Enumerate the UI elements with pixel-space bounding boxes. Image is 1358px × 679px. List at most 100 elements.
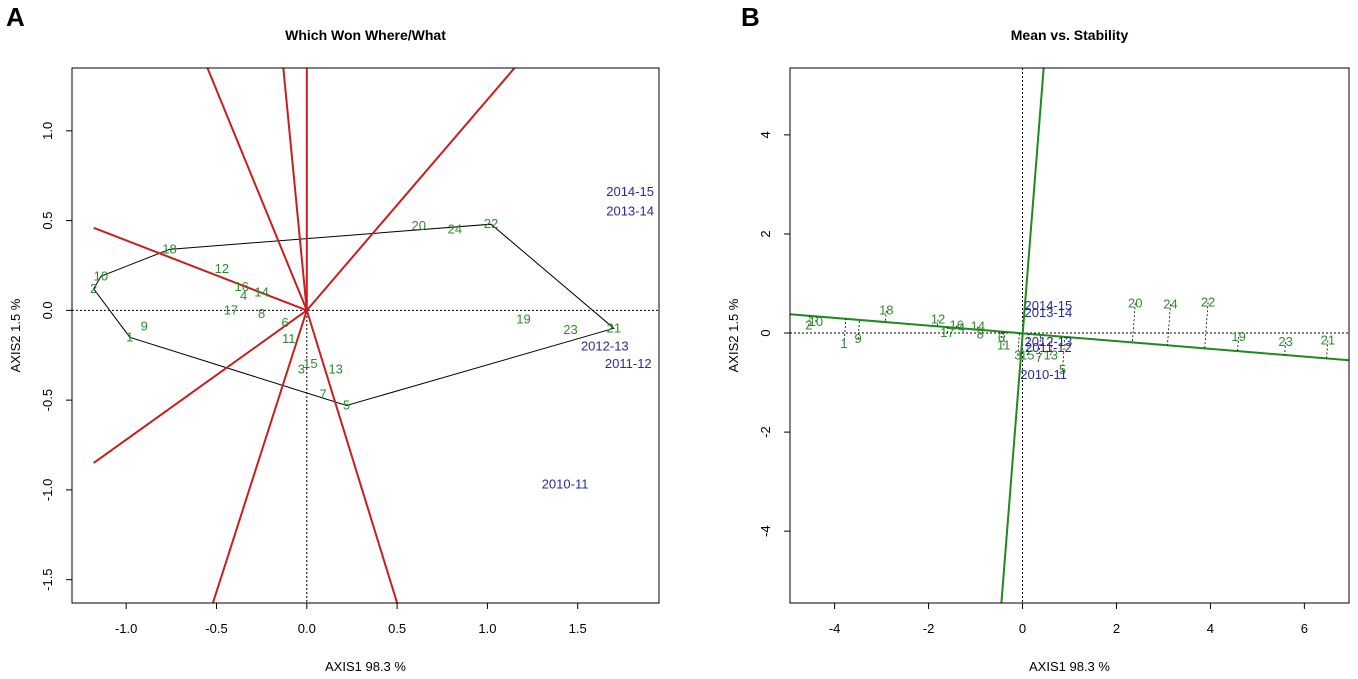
environment-label-a-2011-12: 2011-12	[605, 356, 652, 371]
genotype-label-a-18: 18	[162, 241, 176, 256]
genotype-label-b-7: 7	[1035, 350, 1042, 365]
y-tick-label-a-2: -0.5	[40, 389, 55, 411]
genotype-label-b-4: 4	[958, 320, 965, 335]
genotype-label-b-8: 8	[977, 327, 984, 342]
y-tick-label-b-1: -2	[758, 426, 773, 438]
sector-ray-6	[93, 309, 308, 464]
projection-line-13	[1050, 335, 1053, 356]
genotype-label-a-3: 3	[298, 362, 305, 377]
projection-line-24	[1167, 304, 1171, 346]
chart-title-b: Mean vs. Stability	[1011, 27, 1129, 43]
x-tick-label-a-1: -0.5	[205, 621, 227, 636]
sector-ray-7	[211, 310, 308, 603]
sector-ray-4	[306, 68, 516, 312]
x-tick-label-a-4: 1.0	[478, 621, 496, 636]
genotype-label-a-4: 4	[240, 288, 247, 303]
x-tick-label-b-0: -4	[829, 621, 841, 636]
genotype-label-a-6: 6	[282, 315, 289, 330]
y-tick-label-a-5: 1.0	[40, 122, 55, 140]
genotype-label-a-2: 2	[90, 281, 97, 296]
x-tick-label-b-1: -2	[923, 621, 935, 636]
genotype-label-a-14: 14	[254, 284, 268, 299]
environment-label-b-2012-13: 2012-13	[1025, 334, 1073, 349]
x-tick-label-a-5: 1.5	[569, 621, 587, 636]
genotype-label-b-14: 14	[971, 319, 985, 334]
x-tick-label-b-2: 0	[1019, 621, 1026, 636]
projection-line-9	[857, 319, 860, 339]
atc-ordinate-line	[1000, 68, 1045, 603]
plot-frame-b	[789, 67, 1350, 604]
projection-line-18	[885, 310, 887, 323]
x-tick-label-a-0: -1.0	[115, 621, 137, 636]
genotype-label-a-9: 9	[141, 319, 148, 334]
x-axis-label-b: AXIS1 98.3 %	[1029, 659, 1110, 674]
projection-line-21	[1326, 340, 1329, 359]
genotype-label-a-19: 19	[516, 311, 530, 326]
projection-line-1	[843, 318, 847, 344]
genotype-label-b-9: 9	[854, 331, 861, 346]
genotype-label-b-16: 16	[950, 318, 964, 333]
genotype-label-b-20: 20	[1128, 295, 1142, 310]
genotype-label-b-1: 1	[840, 336, 847, 351]
genotype-label-b-22: 22	[1201, 294, 1215, 309]
sector-ray-8	[305, 310, 399, 603]
projection-line-2	[808, 315, 810, 326]
genotype-label-a-15: 15	[303, 356, 317, 371]
panel-label-a: A	[6, 2, 25, 32]
genotype-label-a-22: 22	[484, 216, 498, 231]
genotype-label-a-23: 23	[563, 322, 577, 337]
y-tick-label-b-0: -4	[758, 525, 773, 537]
projection-line-15	[1026, 333, 1030, 356]
genotype-label-b-18: 18	[879, 303, 893, 318]
genotype-label-a-13: 13	[328, 362, 342, 377]
genotype-label-b-11: 11	[997, 337, 1011, 352]
genotype-label-a-1: 1	[126, 329, 133, 344]
genotype-label-a-16: 16	[235, 279, 249, 294]
y-tick-label-b-4: 4	[758, 131, 773, 138]
genotype-label-a-8: 8	[258, 306, 265, 321]
projection-line-5	[1062, 336, 1066, 371]
genotype-label-b-2: 2	[805, 318, 812, 333]
genotype-label-a-24: 24	[448, 222, 462, 237]
x-axis-label-a: AXIS1 98.3 %	[325, 659, 406, 674]
convex-hull-polygon	[93, 223, 615, 407]
environment-label-a-2013-14: 2013-14	[606, 204, 654, 219]
genotype-label-b-24: 24	[1163, 296, 1177, 311]
genotype-label-b-15: 15	[1020, 347, 1034, 362]
sector-ray-5	[93, 226, 308, 312]
environment-label-b-2010-11: 2010-11	[1020, 367, 1067, 382]
projection-line-20	[1131, 303, 1136, 343]
chart-title-a: Which Won Where/What	[285, 27, 446, 43]
y-tick-label-b-3: 2	[758, 230, 773, 237]
environment-label-a-2012-13: 2012-13	[581, 338, 629, 353]
x-tick-label-b-3: 2	[1113, 621, 1120, 636]
environment-label-a-2010-11: 2010-11	[542, 477, 589, 492]
genotype-label-a-10: 10	[94, 268, 108, 283]
genotype-label-b-3: 3	[1014, 347, 1021, 362]
environment-label-b-2013-14: 2013-14	[1025, 305, 1073, 320]
genotype-label-b-5: 5	[1059, 362, 1066, 377]
environment-label-b-2011-12: 2011-12	[1025, 340, 1072, 355]
genotype-label-a-11: 11	[282, 331, 296, 346]
x-tick-label-a-3: 0.5	[388, 621, 406, 636]
genotype-label-a-17: 17	[224, 302, 238, 317]
genotype-label-a-5: 5	[343, 398, 350, 413]
x-tick-label-b-4: 4	[1207, 621, 1214, 636]
genotype-label-b-19: 19	[1231, 329, 1245, 344]
genotype-label-b-17: 17	[940, 325, 954, 340]
genotype-label-a-7: 7	[319, 387, 326, 402]
genotype-label-b-12: 12	[931, 312, 945, 327]
genotype-label-b-21: 21	[1321, 332, 1335, 347]
genotype-label-a-20: 20	[412, 218, 426, 233]
genotype-label-b-6: 6	[998, 330, 1005, 345]
genotype-label-a-21: 21	[607, 320, 621, 335]
y-axis-label-a: AXIS2 1.5 %	[8, 298, 23, 372]
genotype-label-b-10: 10	[809, 314, 823, 329]
y-tick-label-a-4: 0.5	[40, 212, 55, 230]
plot-frame-a	[71, 67, 660, 604]
environment-label-b-2014-15: 2014-15	[1025, 298, 1073, 313]
sector-ray-1	[206, 68, 308, 311]
y-tick-label-a-1: -1.0	[40, 479, 55, 501]
x-tick-label-b-5: 6	[1301, 621, 1308, 636]
